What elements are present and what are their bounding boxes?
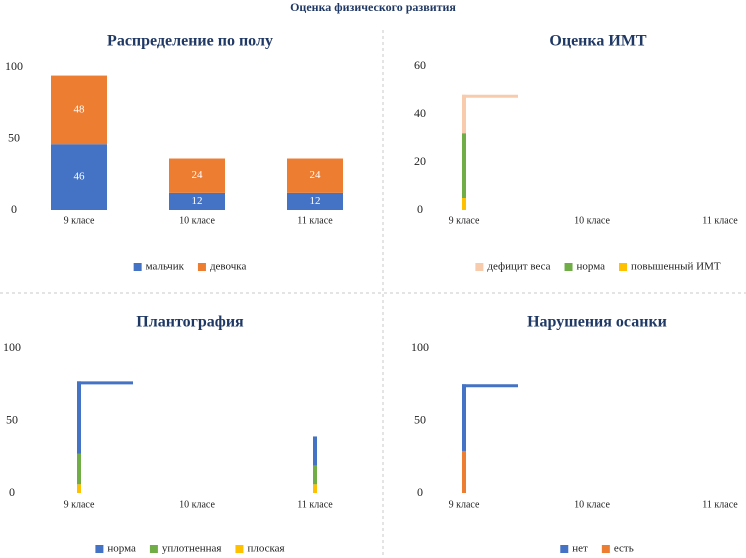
- legend-label: уплотненная: [162, 543, 222, 555]
- value-label: 24: [310, 169, 322, 181]
- x-tick-label: 11 класе: [297, 215, 333, 226]
- x-tick-label: 11 класе: [702, 215, 738, 226]
- bar-segment: [287, 158, 343, 193]
- y-tick-label: 0: [9, 485, 15, 499]
- value-label: 12: [192, 195, 203, 207]
- legend-label: девочка: [210, 261, 247, 273]
- y-tick-label: 20: [414, 154, 426, 168]
- legend-label: плоская: [247, 543, 284, 555]
- x-tick-label: 9 класе: [449, 215, 480, 226]
- value-label: 12: [310, 195, 321, 207]
- x-tick-label: 10 класе: [179, 499, 215, 510]
- bar-segment: [462, 133, 466, 198]
- bar-segment: [462, 198, 466, 210]
- x-tick-label: 11 класе: [297, 499, 333, 510]
- x-tick-label: 10 класе: [574, 215, 610, 226]
- bar-segment: [462, 384, 466, 451]
- value-label: 24: [192, 169, 204, 181]
- bar-segment: [313, 436, 317, 466]
- chart-title: Распределение по полу: [107, 33, 273, 50]
- y-tick-label: 100: [3, 340, 21, 354]
- bar-segment: [169, 192, 225, 210]
- y-tick-label: 100: [411, 340, 429, 354]
- y-tick-label: 100: [5, 59, 23, 73]
- x-tick-label: 9 класе: [64, 215, 95, 226]
- bar-segment: [169, 158, 225, 193]
- legend-label: нет: [572, 543, 588, 555]
- bar-segment: [77, 484, 81, 493]
- legend-swatch: [560, 545, 569, 553]
- chart-title: Нарушения осанки: [527, 314, 667, 331]
- legend-label: мальчик: [146, 261, 185, 273]
- y-tick-label: 0: [417, 202, 423, 216]
- value-label: 48: [74, 103, 86, 115]
- legend-swatch: [619, 263, 628, 271]
- bar-segment: [51, 75, 107, 145]
- x-tick-label: 9 класе: [449, 499, 480, 510]
- bar-segment: [462, 94, 466, 134]
- legend-label: есть: [614, 543, 634, 555]
- y-tick-label: 50: [8, 130, 20, 144]
- legend-label: повышенный ИМТ: [631, 261, 721, 273]
- legend-swatch: [601, 545, 610, 553]
- dashboard-title: Оценка физического развития: [290, 0, 456, 14]
- y-tick-label: 0: [11, 202, 17, 216]
- legend-swatch: [235, 545, 244, 553]
- y-tick-label: 60: [414, 58, 426, 72]
- chart-title: Оценка ИМТ: [549, 33, 647, 50]
- legend-swatch: [564, 263, 573, 271]
- chart-title: Плантография: [136, 314, 244, 331]
- y-tick-label: 50: [6, 412, 18, 426]
- x-tick-label: 11 класе: [702, 499, 738, 510]
- y-tick-label: 50: [414, 412, 426, 426]
- y-tick-label: 40: [414, 106, 426, 120]
- legend-label: норма: [107, 543, 136, 555]
- legend-swatch: [95, 545, 104, 553]
- value-label: 46: [74, 171, 86, 183]
- legend-swatch: [197, 263, 206, 271]
- legend-label: норма: [577, 261, 606, 273]
- bar-segment: [313, 465, 317, 485]
- x-tick-label: 10 класе: [574, 499, 610, 510]
- bar-segment: [77, 381, 81, 454]
- y-tick-label: 0: [417, 485, 423, 499]
- bar-segment: [51, 144, 107, 210]
- legend-swatch: [475, 263, 484, 271]
- bar-segment: [313, 484, 317, 493]
- legend-label: дефицит веса: [487, 261, 550, 273]
- x-tick-label: 9 класе: [64, 499, 95, 510]
- x-tick-label: 10 класе: [179, 215, 215, 226]
- bar-segment: [287, 192, 343, 210]
- legend-swatch: [133, 263, 142, 271]
- bar-segment: [77, 453, 81, 485]
- legend-swatch: [149, 545, 158, 553]
- bar-segment: [462, 450, 466, 493]
